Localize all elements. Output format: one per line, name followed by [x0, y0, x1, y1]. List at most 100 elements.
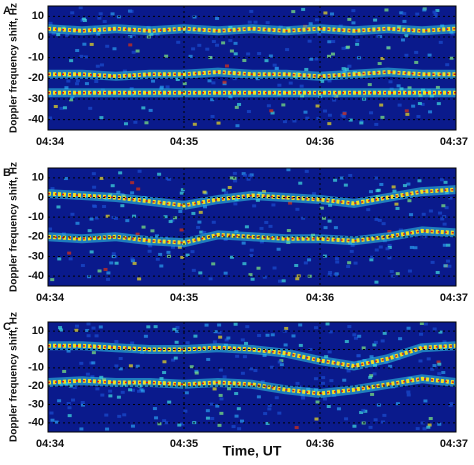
noise [395, 272, 400, 276]
noise [141, 225, 146, 229]
noise [211, 40, 216, 44]
y-tick-label: -10 [28, 52, 44, 64]
noise [416, 115, 421, 119]
noise [222, 80, 227, 84]
noise [154, 416, 159, 420]
noise [87, 229, 92, 233]
noise [218, 393, 223, 397]
noise [50, 187, 55, 191]
noise [415, 12, 420, 16]
noise [316, 116, 321, 120]
noise [131, 50, 136, 54]
x-tick-label: 04:36 [306, 136, 334, 148]
noise [269, 109, 274, 113]
noise [154, 234, 159, 238]
noise [104, 413, 109, 417]
noise [353, 336, 358, 340]
noise [261, 190, 266, 194]
noise [295, 381, 300, 385]
plot-frame [47, 5, 457, 131]
noise [446, 243, 451, 247]
noise [267, 404, 272, 408]
noise [80, 400, 85, 404]
noise [54, 420, 59, 424]
noise [349, 249, 354, 253]
noise [346, 265, 351, 269]
noise [307, 258, 312, 262]
noise [167, 177, 172, 181]
noise [409, 213, 414, 217]
noise [356, 354, 361, 358]
noise [180, 422, 185, 426]
noise [436, 360, 441, 364]
noise [377, 62, 382, 66]
noise [368, 190, 373, 194]
noise [265, 421, 270, 425]
noise [240, 338, 245, 342]
noise [381, 420, 386, 424]
noise [62, 369, 67, 373]
noise [237, 102, 242, 106]
noise [242, 173, 247, 177]
noise [130, 259, 135, 263]
noise [114, 340, 119, 344]
noise [190, 250, 195, 254]
noise [418, 359, 423, 363]
noise [402, 19, 407, 23]
noise [380, 339, 385, 343]
noise [382, 413, 387, 417]
noise [380, 115, 385, 119]
noise [56, 33, 61, 37]
x-tick-label: 04:37 [440, 292, 468, 304]
noise [355, 39, 360, 43]
noise [162, 419, 167, 423]
noise [48, 21, 53, 25]
noise [179, 228, 184, 232]
noise [327, 350, 332, 354]
noise [271, 203, 276, 207]
noise [346, 369, 351, 373]
noise [442, 222, 447, 226]
noise [175, 329, 180, 333]
noise [242, 355, 247, 359]
trace [47, 376, 457, 396]
noise [130, 181, 135, 185]
noise [341, 114, 346, 118]
y-tick-label: 10 [32, 325, 44, 337]
noise [234, 414, 239, 418]
noise [102, 204, 107, 208]
noise [118, 171, 123, 175]
noise [433, 14, 438, 18]
noise [68, 384, 73, 388]
noise [236, 407, 241, 411]
noise [417, 179, 422, 183]
noise [321, 216, 326, 220]
noise [189, 365, 194, 369]
noise [395, 402, 400, 406]
noise [327, 113, 332, 117]
noise [295, 207, 300, 211]
noise [299, 84, 304, 88]
y-tick-label: 10 [32, 172, 44, 184]
noise [219, 397, 224, 401]
noise [100, 393, 105, 397]
noise [443, 180, 448, 184]
noise [344, 67, 349, 71]
noise [334, 257, 339, 261]
noise [308, 22, 313, 26]
noise [367, 83, 372, 87]
noise [167, 400, 172, 404]
noise [321, 376, 326, 380]
noise [265, 21, 270, 25]
noise [298, 323, 303, 327]
noise [256, 266, 261, 270]
noise [246, 177, 251, 181]
noise [436, 102, 441, 106]
noise [173, 356, 178, 360]
noise [335, 260, 340, 264]
noise [262, 275, 267, 279]
y-tick-label: -40 [28, 417, 44, 429]
noise [180, 188, 185, 192]
noise [324, 355, 329, 359]
noise [110, 12, 115, 16]
